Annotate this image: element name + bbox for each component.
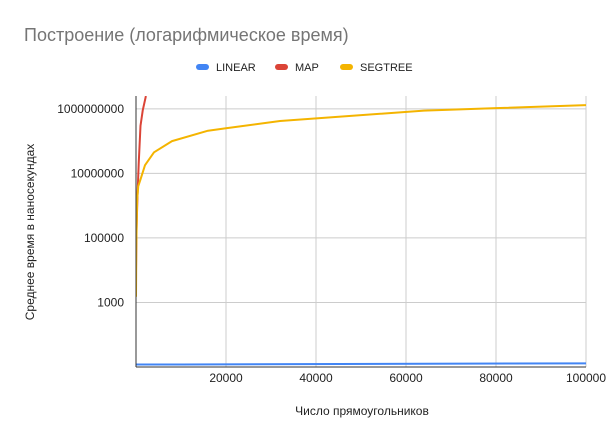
legend-label: MAP [295,62,319,74]
y-tick-label: 1000 [97,295,124,309]
legend-swatch [275,64,288,70]
x-tick-labels: 20000 40000 60000 80000 100000 [209,371,606,385]
x-tick-label: 100000 [566,371,606,385]
axes [135,96,586,368]
x-axis-title: Число прямоугольников [295,404,429,418]
y-tick-labels: 1000 100000 10000000 1000000000 [57,102,124,310]
series-line-linear [136,362,586,366]
legend-label: LINEAR [216,62,256,74]
legend-item-map: MAP [275,62,319,74]
x-tick-label: 80000 [479,371,513,385]
legend-item-segtree: SEGTREE [340,62,413,74]
legend: LINEAR MAP SEGTREE [196,62,413,74]
y-tick-label: 10000000 [71,166,125,180]
legend-item-linear: LINEAR [196,62,256,74]
x-tick-label: 40000 [299,371,333,385]
y-tick-label: 100000 [84,231,124,245]
series-line-segtree [136,104,586,297]
legend-swatch [340,64,353,70]
grid [136,96,587,367]
y-axis-title: Среднее время в наносекундах [23,144,37,321]
x-tick-label: 20000 [209,371,243,385]
x-tick-label: 60000 [389,371,423,385]
y-tick-label: 1000000000 [57,102,124,116]
legend-label: SEGTREE [360,62,413,74]
chart-title: Построение (логарифмическое время) [24,25,349,45]
legend-swatch [196,64,209,70]
